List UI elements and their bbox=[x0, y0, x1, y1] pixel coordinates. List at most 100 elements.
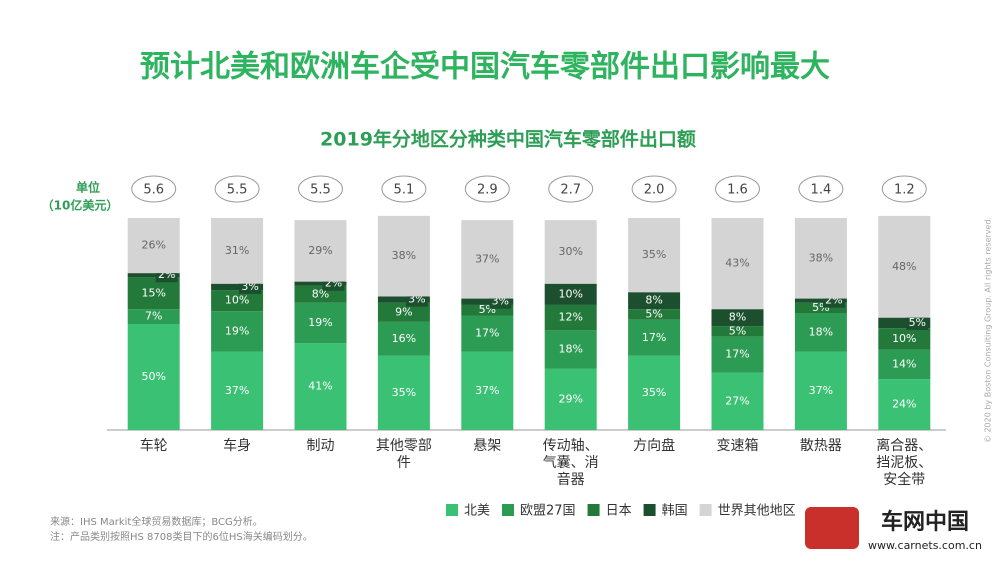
data-label: 14% bbox=[892, 357, 916, 370]
data-label: 37% bbox=[225, 384, 249, 397]
watermark-url: www.carnets.com.cn bbox=[868, 539, 982, 552]
note: 注：产品类别按照HS 8708类目下的6位HS海关编码划分。 bbox=[50, 530, 313, 543]
copyright: © 2020 by Boston Consulting Group. All r… bbox=[984, 217, 993, 443]
data-label: 35% bbox=[392, 386, 416, 399]
data-label: 30% bbox=[558, 245, 582, 258]
bar-segment bbox=[211, 311, 264, 352]
total-label: 2.7 bbox=[560, 183, 581, 198]
total-oval bbox=[214, 175, 260, 203]
bar-segment bbox=[711, 218, 764, 310]
bar-segment bbox=[544, 304, 597, 331]
data-label: 48% bbox=[892, 260, 916, 273]
data-label: 24% bbox=[892, 398, 916, 411]
bar-segment bbox=[377, 296, 430, 303]
bar-segment bbox=[711, 326, 764, 337]
data-label: 29% bbox=[308, 244, 332, 257]
chart-title: 预计北美和欧洲车企受中国汽车零部件出口影响最大 bbox=[140, 50, 830, 85]
data-label: 41% bbox=[308, 380, 332, 393]
total-oval bbox=[631, 175, 677, 203]
bar-segment bbox=[878, 379, 931, 430]
bar-segment bbox=[544, 330, 597, 369]
x-tick-label: 悬架 bbox=[473, 438, 502, 454]
data-label: 43% bbox=[725, 257, 749, 270]
data-label: 38% bbox=[809, 251, 833, 264]
unit-label: （10亿美元） bbox=[42, 198, 119, 213]
data-label: 9% bbox=[395, 305, 412, 318]
data-label: 19% bbox=[308, 316, 332, 329]
data-label: 17% bbox=[725, 348, 749, 361]
unit-label: 单位 bbox=[76, 180, 100, 195]
bar-segment bbox=[544, 220, 597, 284]
total-label: 1.4 bbox=[811, 183, 832, 198]
bar-segment bbox=[461, 298, 514, 305]
bar-segment bbox=[294, 343, 347, 430]
bar-segment bbox=[377, 321, 430, 356]
total-label: 5.6 bbox=[143, 183, 164, 198]
bar-segment bbox=[878, 349, 931, 380]
bar-segment bbox=[711, 336, 764, 373]
bar-segment bbox=[294, 220, 347, 282]
total-label: 1.2 bbox=[894, 183, 915, 198]
legend-label: 欧盟27国 bbox=[520, 504, 576, 519]
data-label: 15% bbox=[141, 286, 165, 299]
data-label: 35% bbox=[642, 248, 666, 261]
data-label: 50% bbox=[141, 370, 165, 383]
bar-segment bbox=[628, 319, 681, 356]
data-label: 18% bbox=[558, 342, 582, 355]
data-label: 27% bbox=[725, 394, 749, 407]
legend-label: 世界其他地区 bbox=[718, 504, 796, 519]
bar-segment bbox=[127, 273, 180, 278]
data-label: 5% bbox=[909, 316, 926, 329]
bar-segment bbox=[794, 218, 847, 299]
bar-segment bbox=[794, 351, 847, 430]
total-label: 1.6 bbox=[727, 183, 748, 198]
legend-label: 日本 bbox=[606, 504, 632, 519]
total-oval bbox=[131, 175, 177, 203]
x-tick-label: 变速箱 bbox=[716, 438, 759, 454]
bar-segment bbox=[461, 220, 514, 299]
data-label: 31% bbox=[225, 244, 249, 257]
total-label: 5.5 bbox=[227, 183, 248, 198]
data-label: 26% bbox=[141, 239, 165, 252]
x-tick-label: 传动轴、气囊、消音器 bbox=[542, 438, 599, 488]
bar-segment bbox=[461, 351, 514, 430]
bar-segment bbox=[377, 355, 430, 430]
bar-segment bbox=[377, 215, 430, 297]
bar-segment bbox=[211, 218, 264, 284]
x-tick-label: 车轮 bbox=[139, 438, 168, 454]
bar-segment bbox=[127, 218, 180, 274]
data-label: 12% bbox=[558, 311, 582, 324]
chart-subtitle: 2019年分地区分种类中国汽车零部件出口额 bbox=[320, 128, 696, 151]
x-tick-label: 其他零部件 bbox=[375, 438, 432, 471]
legend-swatch bbox=[643, 504, 656, 516]
bar-segment bbox=[127, 277, 180, 310]
source-note: 来源：IHS Markit全球贸易数据库；BCG分析。 bbox=[50, 515, 263, 528]
data-label: 10% bbox=[225, 294, 249, 307]
data-label: 10% bbox=[558, 287, 582, 300]
label-bg bbox=[906, 315, 929, 330]
data-label: 37% bbox=[475, 384, 499, 397]
legend-swatch bbox=[699, 504, 712, 516]
total-oval bbox=[881, 175, 927, 203]
data-label: 8% bbox=[645, 294, 662, 307]
total-label: 2.9 bbox=[477, 183, 498, 198]
bar-segment bbox=[294, 281, 347, 286]
bar-segment bbox=[878, 317, 931, 329]
total-oval bbox=[548, 175, 594, 203]
data-label: 16% bbox=[392, 332, 416, 345]
legend-swatch bbox=[446, 504, 458, 516]
data-label: 38% bbox=[392, 249, 416, 262]
bar-segment bbox=[377, 302, 430, 322]
bar-segment bbox=[878, 328, 931, 350]
x-tick-label: 制动 bbox=[306, 438, 335, 454]
bar-segment bbox=[294, 302, 347, 344]
bar-segment bbox=[461, 315, 514, 352]
bar-segment bbox=[628, 218, 681, 293]
legend-swatch bbox=[502, 504, 515, 516]
x-tick-label: 方向盘 bbox=[633, 438, 676, 454]
legend-swatch bbox=[587, 504, 600, 516]
bar-segment bbox=[711, 309, 764, 327]
total-oval bbox=[798, 175, 844, 203]
